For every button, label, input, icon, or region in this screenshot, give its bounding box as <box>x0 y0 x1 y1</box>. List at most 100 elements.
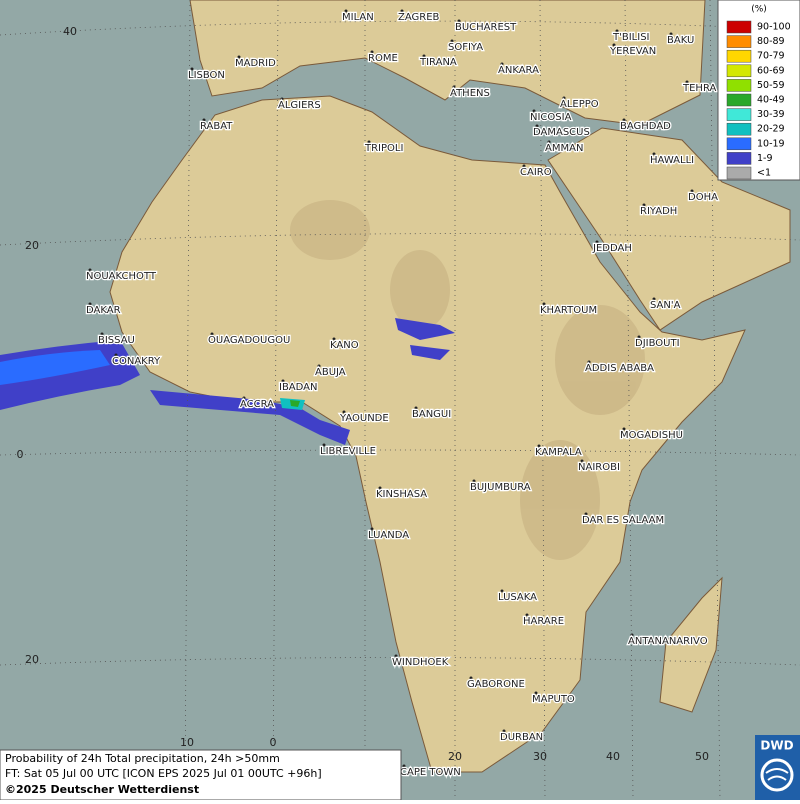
legend-label: 10-19 <box>757 138 785 149</box>
caption-line: FT: Sat 05 Jul 00 UTC [ICON EPS 2025 Jul… <box>5 767 322 780</box>
city-label: RIYADH <box>640 206 677 217</box>
city-label: BUJUMBURA <box>470 482 531 493</box>
city-dot <box>534 691 538 695</box>
caption-box <box>0 749 402 801</box>
city-label: NOUAKCHOTT <box>86 271 157 282</box>
city-label: DOHA <box>688 192 718 203</box>
city-dot <box>414 406 418 410</box>
city-dot <box>685 80 689 84</box>
city-dot <box>562 96 566 100</box>
legend-label: 40-49 <box>757 95 785 106</box>
lat-label: 40 <box>63 25 77 38</box>
city-dot <box>450 39 454 43</box>
legend-label: <1 <box>757 168 771 179</box>
city-label: SAN'A <box>650 300 681 311</box>
legend-swatch <box>726 93 752 107</box>
city-dot <box>344 9 348 13</box>
city-label: KINSHASA <box>376 489 427 500</box>
city-dot <box>281 379 285 383</box>
lat-label: 20 <box>25 653 39 666</box>
city-dot <box>622 427 626 431</box>
city-dot <box>500 589 504 593</box>
city-label: TRIPOLI <box>364 143 403 154</box>
city-label: LUSAKA <box>498 592 537 603</box>
city-dot <box>502 729 506 733</box>
city-label: DAR ES SALAAM <box>582 515 664 526</box>
city-dot <box>547 140 551 144</box>
legend-label: 20-29 <box>757 124 785 135</box>
city-dot <box>630 633 634 637</box>
city-dot <box>280 97 284 101</box>
lon-label: 30 <box>533 750 547 763</box>
city-label: ANKARA <box>498 65 539 76</box>
logo-text: DWD <box>760 739 793 753</box>
city-label: ABUJA <box>315 367 346 378</box>
city-label: SOFIYA <box>448 42 483 53</box>
city-dot <box>202 118 206 122</box>
city-label: AMMAN <box>545 143 583 154</box>
lat-label: 0 <box>17 448 24 461</box>
legend-label: 1-9 <box>757 153 773 164</box>
city-dot <box>690 189 694 193</box>
legend-swatch <box>726 166 752 180</box>
city-label: GABORONE <box>467 679 525 690</box>
legend-swatch <box>726 49 752 63</box>
city-dot <box>537 444 541 448</box>
labels: MILAN ZAGREB BUCHAREST T'BILISI BAKU YEREVAN T… <box>17 9 719 779</box>
legend-label: 50-59 <box>757 80 785 91</box>
city-dot <box>580 459 584 463</box>
legend: (%) 90-100 80-89 70-79 60-69 50-59 40-49 30-39… <box>717 0 800 181</box>
legend-swatch <box>726 122 752 136</box>
lon-label: 50 <box>695 750 709 763</box>
city-dot <box>237 55 241 59</box>
city-dot <box>532 109 536 113</box>
legend-label: 60-69 <box>757 65 785 76</box>
city-dot <box>370 527 374 531</box>
city-dot <box>535 124 539 128</box>
city-label: TIRANA <box>419 57 457 68</box>
city-label: LUANDA <box>368 530 409 541</box>
legend-swatch <box>726 108 752 121</box>
city-dot <box>342 410 346 414</box>
legend-title: (%) <box>751 5 767 15</box>
city-label: MADRID <box>235 58 276 69</box>
city-dot <box>525 613 529 617</box>
city-label: ADDIS ABABA <box>585 363 654 374</box>
city-label: RABAT <box>200 121 233 132</box>
lat-label: 20 <box>25 239 39 252</box>
caption: Probability of 24h Total precipitation, … <box>0 749 402 801</box>
city-dot <box>542 302 546 306</box>
city-dot <box>370 50 374 54</box>
city-label: DAKAR <box>86 305 121 316</box>
city-label: ZAGREB <box>398 12 440 23</box>
legend-label: 30-39 <box>757 109 785 120</box>
city-dot <box>637 335 641 339</box>
city-label: WINDHOEK <box>392 657 449 668</box>
city-label: MOGADISHU <box>620 430 683 441</box>
city-label: BANGUI <box>412 409 451 420</box>
city-dot <box>522 164 526 168</box>
legend-label: 90-100 <box>757 22 791 33</box>
logo: DWD <box>755 735 800 800</box>
city-dot <box>88 268 92 272</box>
city-dot <box>457 19 461 23</box>
city-dot <box>190 67 194 71</box>
legend-swatch <box>726 137 752 151</box>
city-label: ANTANANARIVO <box>628 636 708 647</box>
city-label: ATHENS <box>450 88 490 99</box>
city-label: BUCHAREST <box>455 22 517 33</box>
city-label: YEREVAN <box>609 46 656 57</box>
lon-label: 10 <box>180 736 194 749</box>
city-label: OUAGADOUGOU <box>208 335 290 346</box>
city-label: ALGIERS <box>278 100 321 111</box>
city-label: IBADAN <box>279 382 318 393</box>
city-label: NAIROBI <box>578 462 620 473</box>
legend-swatch <box>726 35 752 48</box>
city-dot <box>595 240 599 244</box>
legend-label: 70-79 <box>757 51 785 62</box>
city-dot <box>469 676 473 680</box>
city-dot <box>400 9 404 13</box>
city-label: BAGHDAD <box>620 121 671 132</box>
caption-line: ©2025 Deutscher Wetterdienst <box>5 783 199 796</box>
city-label: DAMASCUS <box>533 127 590 138</box>
